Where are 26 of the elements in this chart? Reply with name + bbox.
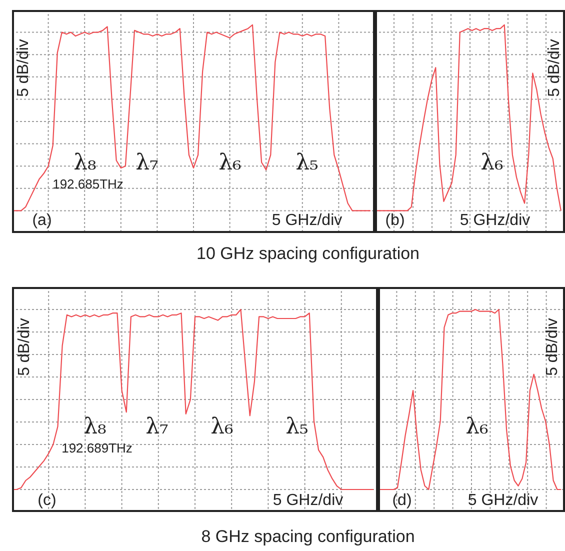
text: 10 GHz spacing configuration (196, 244, 420, 264)
annotation: λ₈ (74, 150, 96, 176)
annotation: λ₈ (84, 414, 106, 440)
text: (b) (385, 212, 405, 230)
annotation: λ₆ (210, 414, 234, 440)
annotation: λ₇ (136, 150, 158, 176)
annotation: λ₅ (296, 150, 318, 176)
annotation: λ₆ (218, 150, 242, 176)
annotation: λ₇ (146, 414, 168, 440)
y-axis-title: 5 dB/div (546, 39, 564, 97)
text: (d) (392, 492, 412, 510)
annotation: λ₆ (466, 414, 488, 440)
y-axis-title: 5 dB/div (544, 318, 562, 376)
y-axis-title: 5 dB/div (15, 39, 33, 97)
annotation: λ₆ (480, 150, 504, 176)
annotation: λ₅ (286, 414, 308, 440)
text: 5 GHz/div (460, 212, 530, 230)
y-axis-title: 5 dB/div (16, 318, 34, 376)
text: (c) (38, 492, 56, 510)
text: 5 GHz/div (468, 492, 538, 510)
text: 8 GHz spacing configuration (201, 527, 415, 547)
text: (a) (32, 212, 52, 230)
text: 5 GHz/div (272, 212, 342, 230)
text: 5 GHz/div (272, 492, 344, 510)
annotation: 192.685THz (52, 176, 124, 192)
annotation: 192.689THz (62, 440, 132, 456)
